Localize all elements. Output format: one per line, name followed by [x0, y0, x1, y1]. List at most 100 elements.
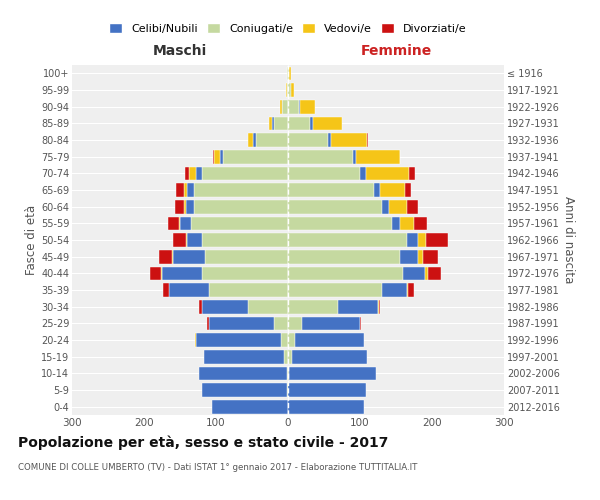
Bar — [187, 183, 194, 197]
Text: Popolazione per età, sesso e stato civile - 2017: Popolazione per età, sesso e stato civil… — [18, 435, 388, 450]
Bar — [356, 150, 400, 164]
Bar — [256, 133, 288, 147]
Bar — [253, 133, 256, 147]
Bar — [213, 150, 214, 164]
Bar — [288, 183, 374, 197]
Bar — [180, 216, 191, 230]
Bar — [209, 283, 288, 297]
Bar — [220, 150, 223, 164]
Bar — [281, 100, 282, 114]
Bar — [223, 150, 288, 164]
Bar — [289, 366, 376, 380]
Bar — [288, 66, 289, 80]
Bar — [299, 100, 300, 114]
Bar — [209, 316, 274, 330]
Bar — [288, 216, 392, 230]
Bar — [185, 166, 188, 180]
Text: Maschi: Maschi — [153, 44, 207, 58]
Bar — [313, 116, 342, 130]
Bar — [202, 383, 287, 397]
Bar — [295, 333, 364, 347]
Bar — [418, 233, 426, 247]
Bar — [418, 250, 424, 264]
Bar — [194, 200, 288, 213]
Bar — [186, 200, 194, 213]
Bar — [409, 166, 415, 180]
Bar — [288, 100, 299, 114]
Bar — [366, 166, 409, 180]
Bar — [176, 183, 184, 197]
Bar — [202, 166, 288, 180]
Bar — [328, 133, 331, 147]
Bar — [175, 200, 184, 213]
Y-axis label: Anni di nascita: Anni di nascita — [562, 196, 575, 284]
Bar — [269, 116, 272, 130]
Bar — [392, 216, 400, 230]
Bar — [288, 250, 400, 264]
Bar — [424, 250, 438, 264]
Bar — [169, 283, 209, 297]
Bar — [288, 133, 328, 147]
Bar — [300, 100, 314, 114]
Bar — [191, 216, 288, 230]
Bar — [407, 283, 408, 297]
Text: COMUNE DI COLLE UMBERTO (TV) - Dati ISTAT 1° gennaio 2017 - Elaborazione TUTTITA: COMUNE DI COLLE UMBERTO (TV) - Dati ISTA… — [18, 462, 418, 471]
Bar — [292, 350, 367, 364]
Bar — [172, 250, 173, 264]
Bar — [248, 133, 253, 147]
Bar — [407, 200, 418, 213]
Legend: Celibi/Nubili, Coniugati/e, Vedovi/e, Divorziati/e: Celibi/Nubili, Coniugati/e, Vedovi/e, Di… — [105, 19, 471, 38]
Bar — [288, 383, 366, 397]
Bar — [407, 233, 418, 247]
Bar — [288, 366, 289, 380]
Bar — [188, 166, 196, 180]
Bar — [199, 366, 287, 380]
Bar — [380, 183, 406, 197]
Text: Femmine: Femmine — [361, 44, 431, 58]
Bar — [288, 233, 407, 247]
Bar — [406, 183, 411, 197]
Bar — [367, 133, 368, 147]
Bar — [282, 100, 288, 114]
Bar — [425, 266, 428, 280]
Bar — [302, 316, 360, 330]
Bar — [400, 250, 418, 264]
Bar — [195, 333, 196, 347]
Bar — [214, 150, 220, 164]
Bar — [382, 200, 389, 213]
Bar — [353, 150, 356, 164]
Bar — [202, 233, 288, 247]
Bar — [378, 300, 379, 314]
Bar — [403, 266, 425, 280]
Bar — [286, 83, 287, 97]
Bar — [400, 216, 414, 230]
Bar — [288, 350, 292, 364]
Bar — [288, 83, 291, 97]
Bar — [199, 300, 202, 314]
Bar — [202, 300, 248, 314]
Bar — [173, 233, 186, 247]
Bar — [287, 366, 288, 380]
Bar — [288, 333, 295, 347]
Bar — [288, 150, 353, 164]
Bar — [389, 200, 407, 213]
Bar — [208, 316, 209, 330]
Bar — [379, 300, 380, 314]
Bar — [281, 333, 288, 347]
Bar — [205, 250, 288, 264]
Bar — [288, 266, 403, 280]
Bar — [287, 66, 288, 80]
Bar — [196, 166, 202, 180]
Bar — [338, 300, 378, 314]
Y-axis label: Fasce di età: Fasce di età — [25, 205, 38, 275]
Bar — [288, 200, 382, 213]
Bar — [288, 300, 338, 314]
Bar — [204, 350, 284, 364]
Bar — [173, 250, 205, 264]
Bar — [288, 283, 382, 297]
Bar — [360, 166, 366, 180]
Bar — [161, 266, 162, 280]
Bar — [289, 66, 291, 80]
Bar — [408, 283, 414, 297]
Bar — [212, 400, 288, 413]
